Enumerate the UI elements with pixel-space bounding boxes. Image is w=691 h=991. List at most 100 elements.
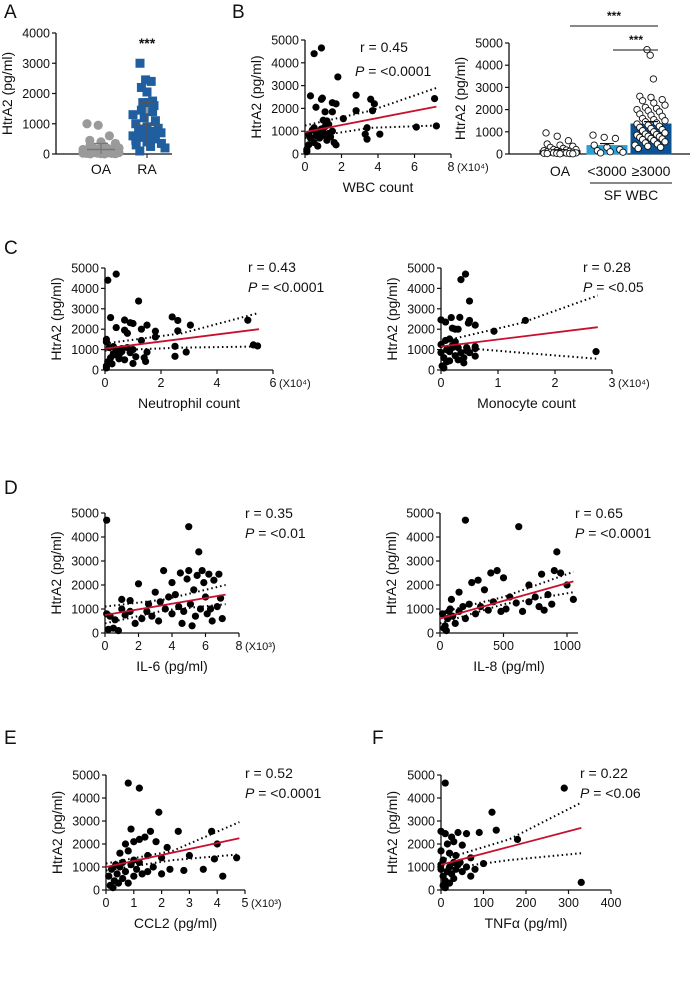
data-point	[647, 93, 655, 102]
data-point	[174, 827, 182, 835]
panel-label: C	[4, 238, 18, 259]
x-tick-label: 0	[437, 639, 444, 653]
data-point	[213, 603, 221, 611]
y-tick-label: 0	[427, 627, 434, 641]
data-point	[171, 352, 179, 360]
data-point	[454, 356, 462, 364]
data-point	[542, 129, 550, 137]
x-unit-label: (X10⁴)	[618, 378, 650, 390]
x-tick-label: 1	[495, 376, 502, 390]
p-value: P = <0.0001	[248, 279, 325, 295]
data-point	[661, 138, 669, 146]
regression-line	[304, 105, 437, 133]
data-point	[332, 100, 340, 108]
data-point	[513, 835, 522, 844]
x-tick-label: 6	[411, 160, 418, 174]
data-point	[556, 150, 564, 158]
data-point	[334, 73, 342, 81]
data-point	[112, 323, 120, 332]
data-point	[310, 50, 318, 58]
data-point	[105, 872, 113, 880]
data-point	[135, 146, 145, 156]
ci-lower-line	[440, 852, 582, 871]
data-point	[538, 570, 546, 578]
data-point	[445, 879, 454, 887]
y-axis-label: HtrA2 (pg/ml)	[49, 791, 65, 874]
p-label: P	[580, 785, 590, 801]
data-point	[316, 134, 324, 142]
data-point	[208, 617, 216, 625]
data-point	[649, 75, 658, 83]
y-tick-label: 5000	[271, 34, 299, 48]
data-point	[445, 607, 453, 616]
data-point	[447, 313, 455, 322]
data-point	[484, 606, 492, 614]
data-point	[328, 127, 336, 135]
data-point	[305, 141, 313, 149]
data-point	[487, 569, 495, 577]
data-point	[176, 569, 184, 577]
data-point	[155, 617, 163, 625]
p-label: P	[245, 785, 255, 801]
ci-upper-line	[446, 294, 599, 342]
y-tick-label: 0	[93, 884, 100, 898]
data-point	[480, 586, 489, 594]
data-point	[128, 110, 138, 120]
y-tick-label: 3000	[271, 79, 299, 93]
data-point	[210, 576, 218, 584]
data-point	[661, 129, 669, 137]
data-point	[208, 827, 216, 835]
data-point	[190, 586, 198, 594]
x-tick-label: 4	[214, 376, 221, 390]
data-point	[325, 120, 333, 128]
data-point	[135, 58, 145, 68]
data-point	[180, 866, 188, 875]
data-point	[118, 605, 126, 613]
data-point	[151, 588, 159, 596]
data-point	[458, 868, 466, 876]
data-point	[553, 132, 561, 140]
data-point	[158, 870, 166, 878]
data-point	[134, 125, 144, 135]
data-point	[127, 825, 135, 833]
regression-line	[440, 827, 582, 866]
data-point	[178, 619, 186, 628]
correlation-r: r = 0.45	[360, 39, 408, 55]
data-point	[137, 336, 145, 345]
x-tick-label: 100	[473, 896, 494, 910]
chart-A: 0 1000 2000 3000 4000 HtrA2 (pg/ml) OA RA ***	[0, 27, 172, 177]
x-tick-label: OA	[91, 161, 112, 177]
data-point	[452, 851, 460, 860]
p-value: P = <0.0001	[355, 63, 432, 79]
data-point	[110, 149, 120, 159]
data-point	[244, 316, 252, 324]
chart-F: 0 1000 2000 3000 4000 5000 HtrA2 (pg/ml) 0 100 20…	[384, 765, 641, 931]
x-tick-label: OA	[550, 163, 571, 179]
y-tick-label: 4000	[72, 792, 100, 806]
data-point	[557, 569, 565, 577]
y-tick-label: 2000	[22, 87, 50, 101]
data-point	[318, 94, 326, 102]
data-point	[148, 107, 158, 117]
regression-line	[104, 328, 260, 350]
p-value-text: = <0.06	[589, 785, 641, 801]
data-point	[186, 600, 195, 608]
data-point	[163, 843, 171, 852]
correlation-r: r = 0.65	[575, 505, 623, 521]
data-point	[182, 348, 190, 356]
y-tick-label: 2000	[72, 838, 100, 852]
y-tick-label: 2000	[475, 103, 503, 117]
data-point	[168, 313, 176, 321]
data-point	[535, 603, 543, 611]
x-unit-label: (X10³)	[251, 898, 282, 910]
y-tick-label: 0	[92, 364, 99, 378]
data-point	[138, 615, 146, 623]
x-tick-label: 0	[103, 896, 110, 910]
x-tick-label: 0	[102, 639, 109, 653]
data-point	[479, 859, 488, 868]
data-point	[131, 135, 141, 145]
p-value-text: = <0.01	[254, 525, 306, 541]
p-value-text: = <0.0001	[254, 785, 321, 801]
data-point	[145, 126, 155, 136]
data-point	[462, 830, 471, 838]
